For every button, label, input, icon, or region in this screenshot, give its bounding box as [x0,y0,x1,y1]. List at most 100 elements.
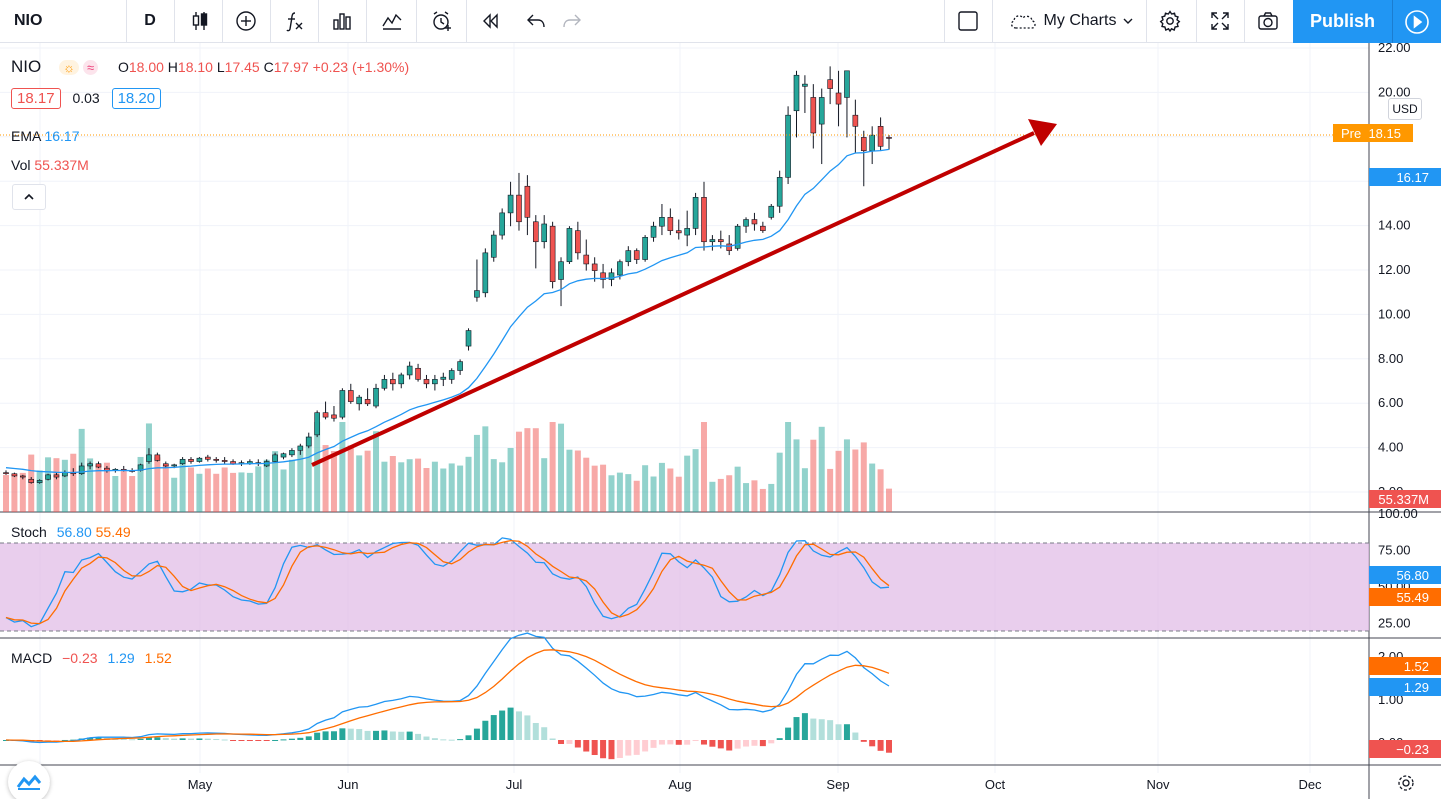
currency-button[interactable]: USD [1388,98,1422,120]
volume-bar [642,465,649,512]
macd-histogram-bar [188,738,195,740]
compare-symbol-button[interactable] [224,0,268,42]
macd-histogram-bar [120,738,127,740]
my-charts-button[interactable]: My Charts [998,0,1144,42]
candle-body [718,239,724,243]
macd-histogram-bar [860,740,867,742]
compare-indicator-button[interactable] [370,0,414,42]
settings-button[interactable] [1148,0,1192,42]
candle-body [524,185,531,218]
volume-bar [230,472,237,512]
stoch-k-tag: 56.80 [1396,568,1429,583]
candle-body [751,219,758,225]
macd-hist-tag: −0.23 [1396,742,1429,757]
macd-histogram-bar [852,732,859,740]
divider [466,0,467,42]
snapshot-button[interactable] [1246,0,1290,42]
chart-canvas[interactable]: 22.0020.0018.0016.0014.0012.0010.008.006… [0,40,1441,799]
candle-body [11,473,18,477]
candle-body [314,412,320,436]
candle-body [549,225,556,282]
volume-bar [625,474,632,512]
macd-legend[interactable]: MACD −0.23 1.29 1.52 [11,650,172,666]
indicators-icon [286,12,303,32]
ema-legend[interactable]: EMA 16.17 [11,128,80,144]
tradingview-logo[interactable] [8,761,50,799]
divider [318,0,319,42]
volume-bar [53,458,60,512]
templates-button[interactable] [320,0,364,42]
data-status-icon[interactable]: ≈ [82,60,99,75]
candle-body [423,379,430,385]
undo-button[interactable] [514,0,558,42]
volume-bar [145,423,152,512]
volume-bar [524,428,531,512]
macd-histogram-bar [793,717,800,740]
volume-bar [499,462,506,512]
macd-histogram-bar [398,731,405,740]
macd-histogram-bar [297,737,304,740]
candle-body [835,92,842,105]
stoch-legend[interactable]: Stoch 56.80 55.49 [11,524,131,540]
redo-button[interactable] [550,0,594,42]
candle-body [347,390,354,402]
macd-histogram-bar [280,739,287,741]
top-toolbar: NIO D [0,0,1441,43]
macd-histogram-bar [45,740,52,741]
candle-body [3,472,9,475]
macd-label: MACD [11,650,53,666]
candle-body [566,228,573,263]
trend-arrow[interactable] [311,119,1057,467]
macd-histogram-bar [129,739,136,741]
vol-label: Vol [11,157,31,173]
collapse-legend-button[interactable] [12,184,46,210]
candle-body [390,379,396,385]
ema-tag-bg [1369,168,1441,186]
alert-button[interactable] [420,0,464,42]
indicators-button[interactable] [272,0,316,42]
volume-bar [448,463,455,512]
macd-histogram-bar [869,740,876,747]
macd-histogram-bar [482,720,489,740]
interval-button[interactable]: D [128,0,172,42]
symbol-search-button[interactable]: NIO [0,0,126,42]
price-tick-label: 6.00 [1378,395,1403,410]
volume-bar [869,463,876,512]
candle-body [373,387,379,407]
price-chart[interactable]: 22.0020.0018.0016.0014.0012.0010.008.006… [0,40,1441,799]
volume-legend[interactable]: Vol 55.337M [11,157,89,173]
macd-histogram-bar [448,739,455,741]
market-status-icon[interactable]: ☼ [59,60,80,75]
stoch-tick-label: 75.00 [1378,543,1411,558]
macd-histogram-bar [213,739,220,741]
divider [270,0,271,42]
chart-type-button[interactable] [178,0,222,42]
volume-bar [852,449,859,512]
publish-dropdown-button[interactable] [1392,0,1441,43]
candle-body [499,212,505,236]
volume-bar [650,476,657,512]
candle-body [406,365,413,376]
layout-button[interactable] [946,0,990,42]
symbol-legend: NIO ☼ ≈ O18.00 H18.10 L17.45 C17.97 +0.2… [11,57,409,77]
publish-button[interactable]: Publish [1293,0,1392,43]
stoch-d-tag: 55.49 [1396,590,1429,605]
candle-body [146,454,152,462]
bar-replay-button[interactable] [468,0,512,42]
volume-bar [574,450,581,512]
macd-histogram-bar [608,740,615,760]
volume-bar [389,456,396,512]
volume-tag-bg [1369,490,1441,508]
macd-histogram-bar [154,737,161,740]
candle-body [743,219,749,227]
candle-body [179,458,186,465]
volume-bar [373,431,380,512]
ask-button[interactable]: 18.20 [111,88,162,109]
volume-bar [305,436,312,512]
macd-histogram-bar [743,740,750,747]
macd-histogram-bar [642,740,649,752]
macd-histogram-bar [835,724,842,740]
bid-button[interactable]: 18.17 [11,88,61,109]
fullscreen-button[interactable] [1198,0,1242,42]
candle-body [474,290,480,298]
